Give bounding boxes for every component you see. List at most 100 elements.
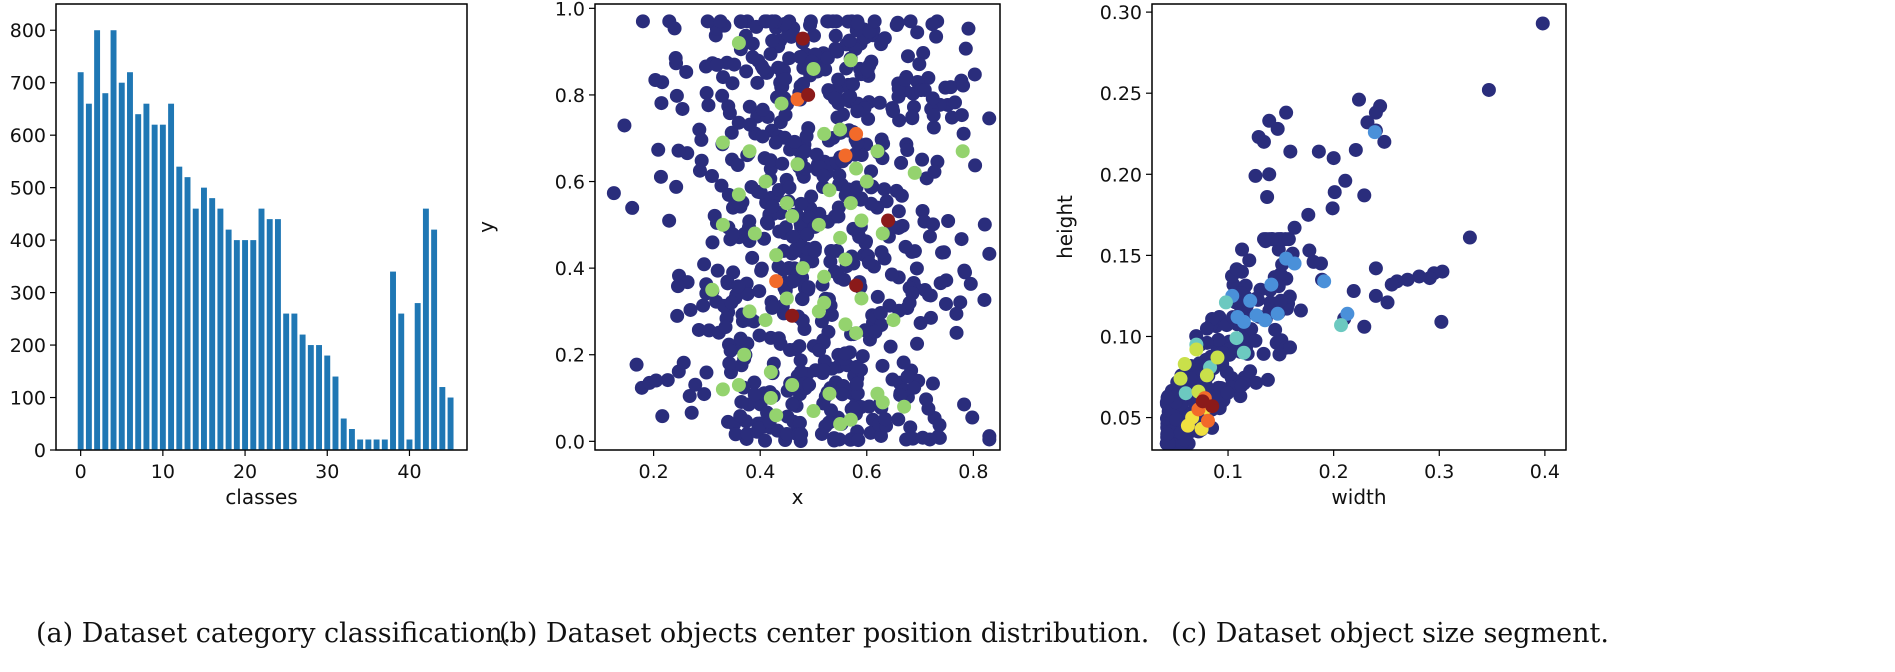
scatter-point bbox=[758, 313, 773, 328]
scatter-point bbox=[792, 339, 807, 354]
scatter-point bbox=[731, 187, 746, 202]
bar bbox=[447, 397, 454, 450]
scatter-point bbox=[696, 298, 711, 313]
caption-b: (b) Dataset objects center position dist… bbox=[499, 618, 1150, 649]
scatter-point bbox=[854, 291, 869, 306]
bar bbox=[422, 208, 429, 450]
scatter-point bbox=[818, 62, 833, 77]
scatter-point bbox=[926, 120, 941, 135]
scatter-point bbox=[771, 60, 786, 75]
scatter-point bbox=[1183, 371, 1198, 386]
scatter-point bbox=[949, 325, 964, 340]
bar bbox=[94, 30, 101, 451]
scatter-point bbox=[822, 386, 837, 401]
scatter-point bbox=[1346, 284, 1361, 299]
scatter-point bbox=[715, 217, 730, 232]
scatter-point bbox=[862, 399, 877, 414]
scatter-point bbox=[755, 129, 770, 144]
plot-border bbox=[594, 3, 1001, 451]
scatter-point bbox=[785, 229, 800, 244]
scatter-point bbox=[958, 265, 973, 280]
scatter-point bbox=[822, 183, 837, 198]
scatter-point bbox=[635, 14, 650, 29]
scatter-point bbox=[982, 111, 997, 126]
scatter-point bbox=[731, 279, 746, 294]
scatter-point bbox=[900, 369, 915, 384]
scatter-point bbox=[676, 355, 691, 370]
scatter-point bbox=[830, 44, 845, 59]
x-tick-label: 0 bbox=[75, 461, 87, 483]
x-tick-label: 0.8 bbox=[958, 461, 988, 483]
scatter-point bbox=[793, 49, 808, 64]
scatter-point bbox=[806, 404, 821, 419]
scatter-point bbox=[1199, 321, 1214, 336]
bar bbox=[201, 187, 207, 450]
scatter-point bbox=[797, 144, 812, 159]
scatter-point bbox=[1357, 319, 1372, 334]
scatter-point bbox=[794, 427, 809, 442]
scatter-point bbox=[701, 98, 716, 113]
scatter-point bbox=[849, 376, 864, 391]
scatter-point bbox=[827, 264, 842, 279]
scatter-point bbox=[1327, 185, 1342, 200]
scatter-point bbox=[1243, 364, 1258, 379]
scatter-point bbox=[758, 174, 773, 189]
bar bbox=[299, 334, 306, 450]
scatter-point bbox=[742, 99, 757, 114]
chart-c-scatter: 0.1 0.2 0.3 0.4 0.05 0.10 0.15 0.20 0.25 0.30 widt… bbox=[1053, 2, 1567, 509]
bar bbox=[118, 82, 125, 451]
scatter-point bbox=[1348, 142, 1363, 157]
scatter-point bbox=[782, 180, 797, 195]
scatter-point bbox=[1189, 342, 1204, 357]
scatter-point bbox=[731, 378, 746, 393]
scatter-point bbox=[1229, 262, 1244, 277]
scatter-point bbox=[1367, 125, 1382, 140]
plot-border bbox=[1151, 3, 1567, 451]
scatter-point bbox=[1180, 418, 1195, 433]
scatter-point bbox=[755, 102, 770, 117]
bar bbox=[307, 345, 314, 450]
scatter-point bbox=[877, 31, 892, 46]
scatter-point bbox=[722, 356, 737, 371]
scatter-point bbox=[849, 359, 864, 374]
scatter-point bbox=[667, 21, 682, 36]
scatter-point bbox=[1377, 134, 1392, 149]
scatter-point bbox=[653, 169, 668, 184]
scatter-point bbox=[795, 261, 810, 276]
scatter-point bbox=[1325, 201, 1340, 216]
scatter-point bbox=[765, 14, 780, 29]
scatter-point bbox=[774, 96, 789, 111]
scatter-point bbox=[910, 336, 925, 351]
scatter-point bbox=[801, 87, 816, 102]
scatter-point bbox=[776, 262, 791, 277]
scatter-point bbox=[838, 252, 853, 267]
bar bbox=[431, 229, 438, 450]
scatter-point bbox=[938, 296, 953, 311]
scatter-point bbox=[771, 331, 786, 346]
scatter-point bbox=[821, 415, 836, 430]
scatter-point bbox=[1256, 134, 1271, 149]
scatter-point bbox=[893, 388, 908, 403]
scatter-point bbox=[868, 324, 883, 339]
scatter-point bbox=[713, 14, 728, 29]
scatter-point bbox=[1230, 310, 1245, 325]
scatter-point bbox=[907, 165, 922, 180]
scatter-point bbox=[671, 143, 686, 158]
scatter-point bbox=[1340, 306, 1355, 321]
scatter-point bbox=[1326, 151, 1341, 166]
scatter-point bbox=[916, 46, 931, 61]
scatter-point bbox=[1306, 254, 1321, 269]
scatter-point bbox=[977, 217, 992, 232]
scatter-point bbox=[733, 409, 748, 424]
scatter-point bbox=[915, 152, 930, 167]
scatter-point bbox=[929, 29, 944, 44]
scatter-point bbox=[742, 117, 757, 132]
y-tick-label: 800 bbox=[10, 20, 46, 42]
scatter-point bbox=[1218, 295, 1233, 310]
bar bbox=[85, 103, 92, 450]
scatter-point bbox=[897, 399, 912, 414]
scatter-point bbox=[796, 76, 811, 91]
scatter-point bbox=[900, 143, 915, 158]
scatter-point bbox=[850, 104, 865, 119]
scatter-point bbox=[705, 282, 720, 297]
